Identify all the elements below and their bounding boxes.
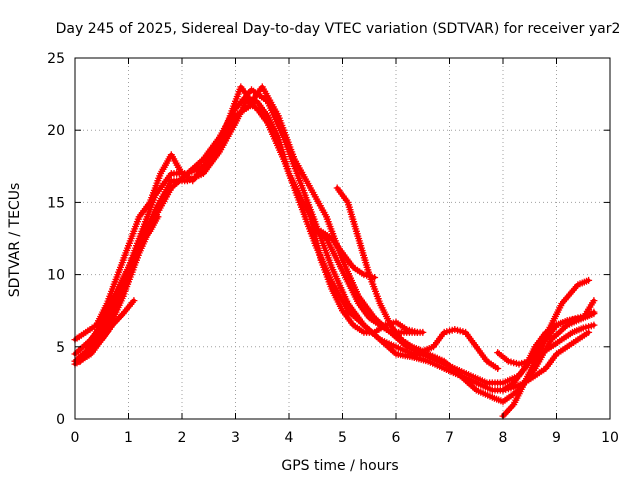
series-track-11 [499,308,598,420]
x-tick-label: 6 [392,430,401,446]
y-tick-label: 10 [47,268,65,284]
y-tick-label: 15 [47,195,65,211]
y-axis-ticks: 0 5 10 15 20 25 [47,51,610,428]
y-axis-label: SDTVAR / TECUs [7,183,23,298]
x-tick-label: 0 [71,430,80,446]
series-markers [82,213,162,351]
x-tick-label: 1 [124,430,133,446]
x-tick-label: 8 [499,430,508,446]
series-markers [499,328,593,394]
series-layer [71,83,598,420]
y-tick-label: 5 [56,340,65,356]
y-tick-label: 25 [47,51,65,67]
x-tick-label: 4 [285,430,294,446]
series-markers [317,227,379,281]
series-track-7 [312,227,427,336]
y-tick-label: 0 [56,412,65,428]
x-tick-label: 5 [338,430,347,446]
series-track-6 [82,213,162,351]
series-track-12 [499,328,593,394]
chart-title: Day 245 of 2025, Sidereal Day-to-day VTE… [56,21,621,37]
x-axis-label: GPS time / hours [281,458,398,474]
series-markers [333,184,502,372]
x-tick-label: 3 [231,430,240,446]
series-track-5 [76,297,138,365]
x-tick-label: 9 [552,430,561,446]
series-markers [312,227,427,336]
series-line [73,84,591,385]
x-tick-label: 10 [601,430,619,446]
y-tick-label: 20 [47,123,65,139]
series-track-10 [494,321,598,368]
series-track-8 [333,184,502,372]
x-tick-label: 2 [178,430,187,446]
series-markers [76,297,138,365]
series-track-9 [317,227,379,281]
x-tick-label: 7 [445,430,454,446]
x-axis-ticks: 0 1 2 3 4 5 6 7 8 9 10 [71,58,619,446]
